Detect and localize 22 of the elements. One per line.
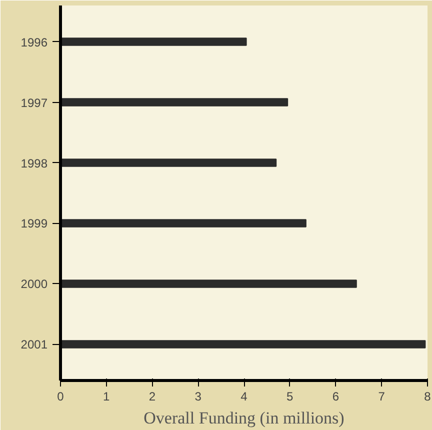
x-axis-title: Overall Funding (in millions) xyxy=(144,408,344,428)
y-tick-label: 1996 xyxy=(20,35,48,50)
x-tick-label: 7 xyxy=(378,390,386,404)
y-tick-label: 2001 xyxy=(20,338,48,352)
x-tick-label: 2 xyxy=(148,390,156,404)
bar xyxy=(60,158,277,167)
bar xyxy=(60,98,288,106)
x-tick-label: 0 xyxy=(57,390,64,404)
bar xyxy=(60,280,357,288)
x-tick-label: 1 xyxy=(103,390,110,404)
y-tick-label: 1998 xyxy=(20,156,48,170)
x-tick-label: 3 xyxy=(194,390,202,404)
x-tick-label: 4 xyxy=(240,390,248,404)
y-tick-label: 2000 xyxy=(20,277,48,292)
y-tick-label: 1999 xyxy=(20,216,48,231)
x-tick-label: 5 xyxy=(286,390,294,404)
bar xyxy=(60,340,426,348)
bar xyxy=(60,38,247,46)
bar xyxy=(60,219,306,228)
x-tick-label: 6 xyxy=(332,390,340,404)
x-tick-label: 8 xyxy=(424,390,432,404)
y-tick-label: 1997 xyxy=(20,96,48,110)
